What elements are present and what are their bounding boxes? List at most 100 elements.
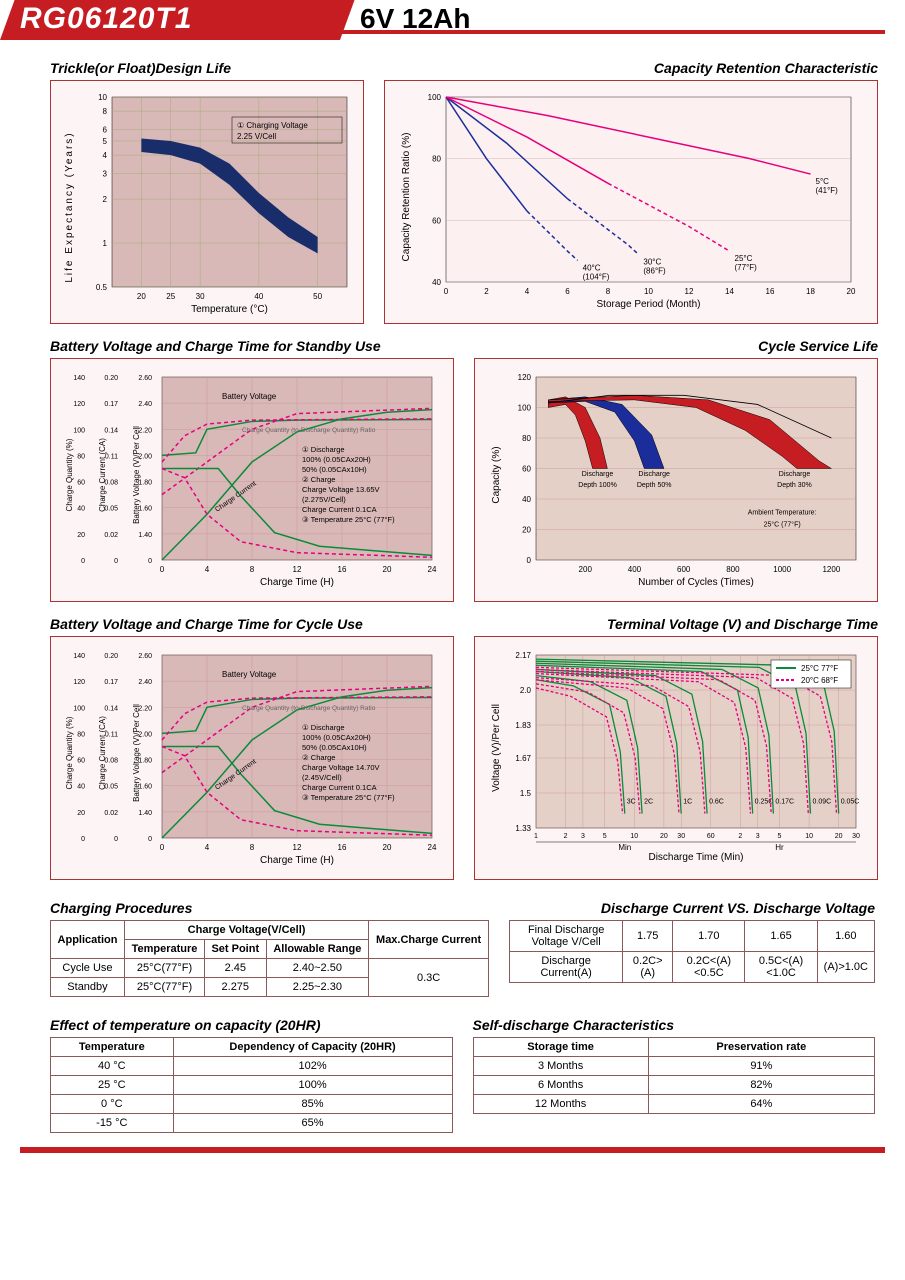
chart-title-standby: Battery Voltage and Charge Time for Stan… (50, 338, 454, 354)
svg-text:0.05: 0.05 (104, 506, 118, 513)
svg-text:Temperature (°C): Temperature (°C) (191, 304, 268, 315)
svg-text:60: 60 (77, 758, 85, 765)
svg-text:10: 10 (98, 93, 107, 102)
svg-text:0.20: 0.20 (104, 653, 118, 660)
svg-text:Discharge: Discharge (582, 471, 614, 478)
svg-text:0.17C: 0.17C (775, 798, 794, 805)
svg-text:5: 5 (778, 833, 782, 840)
svg-text:140: 140 (73, 653, 85, 660)
svg-text:1.33: 1.33 (515, 824, 531, 833)
model-number: RG06120T1 (20, 2, 192, 36)
svg-text:100: 100 (73, 705, 85, 712)
svg-text:4: 4 (525, 287, 530, 296)
td: Cycle Use (51, 959, 125, 978)
footer-bar (20, 1147, 885, 1153)
svg-text:1.80: 1.80 (138, 758, 152, 765)
svg-text:1: 1 (103, 239, 108, 248)
td: 0.2C<(A)<0.5C (673, 952, 745, 983)
svg-text:3C: 3C (627, 798, 636, 805)
svg-text:2.40: 2.40 (138, 679, 152, 686)
chart-retention: 0246810121416182040608010040°C(104°F)30°… (384, 80, 878, 324)
svg-text:2C: 2C (644, 798, 653, 805)
svg-text:2.60: 2.60 (138, 653, 152, 660)
svg-text:80: 80 (522, 434, 531, 443)
svg-text:1.60: 1.60 (138, 506, 152, 513)
svg-text:Discharge Time (Min): Discharge Time (Min) (648, 852, 743, 863)
svg-text:1.40: 1.40 (138, 532, 152, 539)
svg-text:Discharge: Discharge (638, 471, 670, 478)
svg-text:3: 3 (581, 833, 585, 840)
th-ar: Allowable Range (266, 940, 369, 959)
svg-text:0.02: 0.02 (104, 810, 118, 817)
svg-text:40: 40 (77, 784, 85, 791)
svg-text:4: 4 (103, 151, 108, 160)
svg-text:5: 5 (103, 137, 108, 146)
th-cv: Charge Voltage(V/Cell) (124, 921, 368, 940)
svg-text:0: 0 (527, 556, 532, 565)
svg-text:10: 10 (644, 287, 653, 296)
svg-text:20: 20 (137, 292, 146, 301)
svg-text:Charge Current 0.1CA: Charge Current 0.1CA (302, 505, 377, 514)
table-title-dcdv: Discharge Current VS. Discharge Voltage (509, 900, 875, 916)
svg-text:3: 3 (103, 169, 108, 178)
svg-text:120: 120 (73, 401, 85, 408)
td: 25°C(77°F) (124, 978, 204, 997)
svg-text:Ambient Temperature:: Ambient Temperature: (748, 509, 817, 516)
svg-text:0.08: 0.08 (104, 480, 118, 487)
svg-text:20: 20 (383, 565, 392, 574)
svg-text:30: 30 (196, 292, 205, 301)
svg-text:25°C: 25°C (735, 254, 753, 263)
svg-text:100: 100 (73, 427, 85, 434)
th-app: Application (51, 921, 125, 959)
svg-text:0.14: 0.14 (104, 705, 118, 712)
svg-text:120: 120 (73, 679, 85, 686)
svg-text:0.08: 0.08 (104, 758, 118, 765)
svg-text:0.20: 0.20 (104, 375, 118, 382)
svg-text:1.60: 1.60 (138, 784, 152, 791)
svg-text:10: 10 (630, 833, 638, 840)
svg-text:1.83: 1.83 (515, 721, 531, 730)
svg-text:Depth 30%: Depth 30% (777, 482, 812, 489)
svg-text:0.05C: 0.05C (841, 798, 860, 805)
svg-text:0.17: 0.17 (104, 679, 118, 686)
td: (A)>1.0C (817, 952, 874, 983)
svg-text:2.17: 2.17 (515, 651, 531, 660)
svg-text:40°C: 40°C (583, 263, 601, 272)
svg-text:30: 30 (852, 833, 860, 840)
svg-text:20: 20 (660, 833, 668, 840)
svg-text:25°C 77°F: 25°C 77°F (801, 664, 838, 673)
th-max: Max.Charge Current (369, 921, 489, 959)
svg-text:Charge Quantity (%): Charge Quantity (%) (65, 438, 74, 511)
table-title-selfdis: Self-discharge Characteristics (473, 1017, 876, 1033)
svg-text:Discharge: Discharge (779, 471, 811, 478)
svg-text:0.11: 0.11 (105, 453, 118, 460)
svg-text:① Discharge: ① Discharge (302, 445, 345, 454)
svg-text:2: 2 (738, 833, 742, 840)
svg-text:Voltage (V)/Per Cell: Voltage (V)/Per Cell (491, 704, 502, 792)
th-sp: Set Point (205, 940, 267, 959)
table-charging: Application Charge Voltage(V/Cell) Max.C… (50, 920, 489, 997)
td-max: 0.3C (369, 959, 489, 997)
svg-text:0.6C: 0.6C (709, 798, 724, 805)
svg-text:800: 800 (726, 565, 740, 574)
svg-text:12: 12 (685, 287, 694, 296)
svg-text:0.14: 0.14 (104, 427, 118, 434)
svg-text:50% (0.05CAx10H): 50% (0.05CAx10H) (302, 465, 367, 474)
svg-text:② Charge: ② Charge (302, 475, 335, 484)
svg-text:10: 10 (805, 833, 813, 840)
td: 1.65 (745, 921, 817, 952)
svg-text:60: 60 (432, 216, 441, 225)
svg-text:60: 60 (522, 465, 531, 474)
svg-text:3: 3 (756, 833, 760, 840)
svg-text:(104°F): (104°F) (583, 272, 610, 281)
td: 2.25~2.30 (266, 978, 369, 997)
svg-text:60: 60 (77, 480, 85, 487)
svg-text:2.25 V/Cell: 2.25 V/Cell (237, 132, 276, 141)
svg-text:2.0: 2.0 (520, 686, 532, 695)
svg-text:Capacity Retention Ratio (%): Capacity Retention Ratio (%) (401, 133, 412, 262)
svg-text:① Charging Voltage: ① Charging Voltage (237, 121, 308, 130)
svg-text:Charge Voltage 13.65V: Charge Voltage 13.65V (302, 485, 380, 494)
svg-text:③ Temperature 25°C (77°F): ③ Temperature 25°C (77°F) (302, 515, 395, 524)
svg-text:Charge Current 0.1CA: Charge Current 0.1CA (302, 783, 377, 792)
svg-text:24: 24 (428, 565, 437, 574)
